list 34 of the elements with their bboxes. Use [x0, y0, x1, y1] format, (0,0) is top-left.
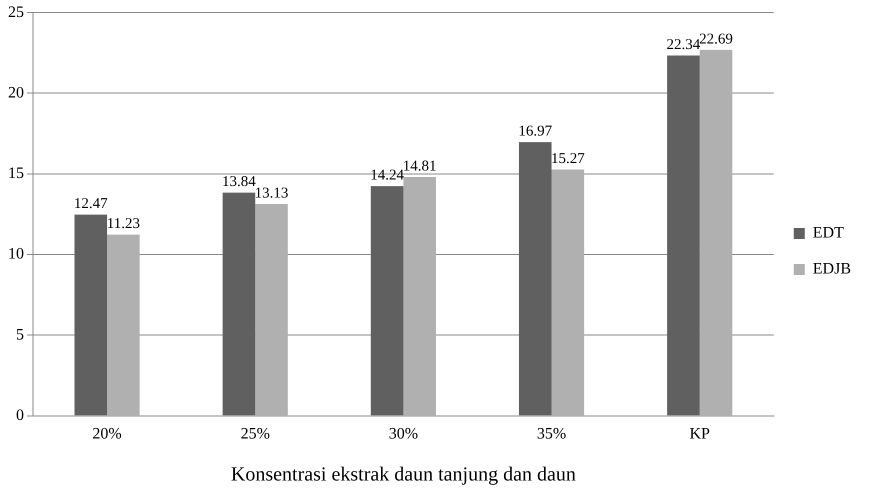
bar — [370, 186, 404, 416]
y-tick-label: 0 — [16, 407, 24, 424]
legend-label: EDT — [812, 224, 844, 242]
y-tick-label: 25 — [8, 4, 24, 21]
data-label: 14.81 — [402, 158, 437, 174]
bar — [222, 192, 256, 416]
data-label: 11.23 — [106, 216, 140, 232]
data-label: 15.27 — [550, 150, 586, 167]
bar — [552, 170, 584, 416]
legend-label: EDJB — [812, 260, 852, 278]
data-label: 22.34 — [666, 36, 701, 53]
x-tick-label: KP — [689, 426, 710, 443]
bar — [667, 56, 700, 416]
y-tick-label: 5 — [16, 326, 24, 344]
bar — [518, 142, 552, 416]
y-tick-label: 10 — [8, 246, 24, 263]
data-label: 22.69 — [699, 31, 733, 48]
y-tick-label: 20 — [8, 84, 24, 102]
x-axis-title: Konsentrasi ekstrak daun tanjung dan daun — [230, 463, 576, 486]
x-tick-label: 20% — [92, 426, 122, 443]
bar — [74, 214, 108, 416]
x-tick-label: 30% — [388, 426, 418, 443]
bar — [700, 50, 732, 416]
y-tick-label: 15 — [8, 165, 24, 182]
data-label: 14.24 — [370, 168, 404, 184]
data-label: 16.97 — [518, 124, 553, 140]
x-tick-label: 25% — [240, 426, 270, 443]
x-tick-label: 35% — [536, 426, 566, 443]
data-label: 12.47 — [74, 196, 108, 212]
data-label: 13.84 — [222, 174, 256, 190]
bar — [107, 234, 140, 416]
data-label: 13.13 — [254, 185, 288, 202]
bar — [255, 204, 288, 416]
bar — [403, 176, 436, 416]
